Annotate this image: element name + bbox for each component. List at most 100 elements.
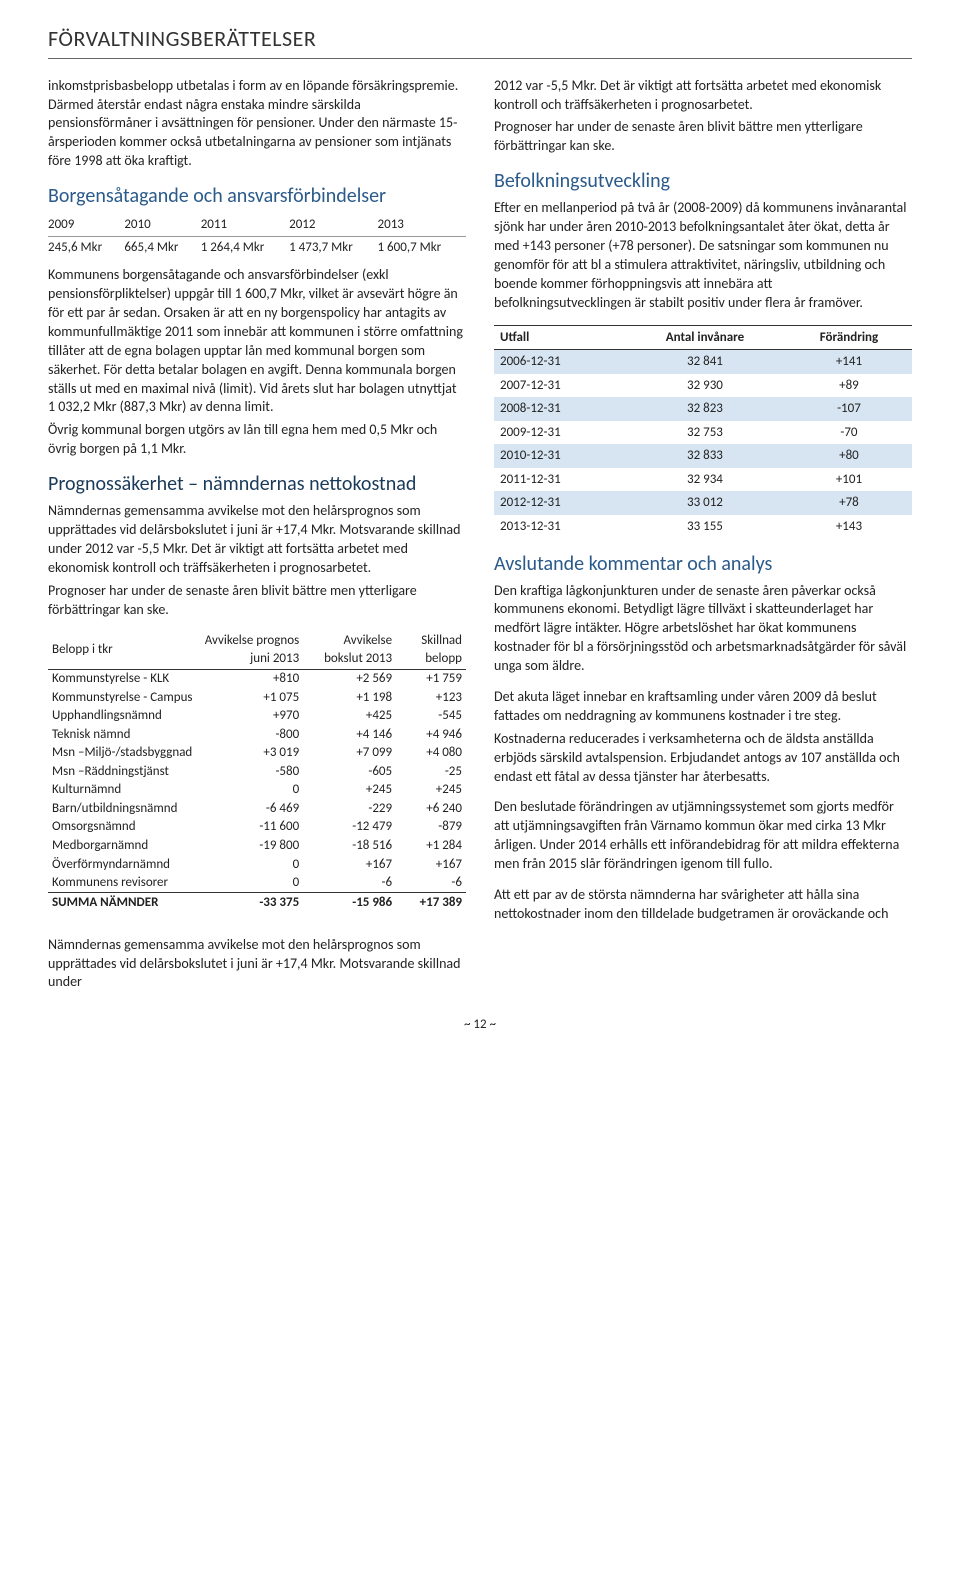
table-row: Kommunstyrelse - KLK+810+2 569+1 759 bbox=[48, 669, 466, 688]
t1-c-3: 1 473,7 Mkr bbox=[289, 236, 377, 258]
t1-c-1: 665,4 Mkr bbox=[124, 236, 200, 258]
table-cell: +141 bbox=[786, 350, 912, 374]
table-cell: 2009-12-31 bbox=[494, 421, 624, 445]
table-cell: +810 bbox=[197, 669, 304, 688]
table-row: Medborgarnämnd-19 800-18 516+1 284 bbox=[48, 837, 466, 856]
table-cell: +143 bbox=[786, 515, 912, 539]
table-cell: 32 833 bbox=[624, 444, 786, 468]
table-cell: +80 bbox=[786, 444, 912, 468]
table-row: Upphandlingsnämnd+970+425-545 bbox=[48, 707, 466, 726]
table-cell: +1 075 bbox=[197, 688, 304, 707]
t1-h-2012: 2012 bbox=[289, 214, 377, 236]
page-header: FÖRVALTNINGSBERÄTTELSER bbox=[48, 24, 912, 59]
t2-h1: Antal invånare bbox=[624, 325, 786, 350]
table-row: 2006-12-3132 841+141 bbox=[494, 350, 912, 374]
table-cell: 32 841 bbox=[624, 350, 786, 374]
table-cell: +245 bbox=[303, 781, 396, 800]
table-cell: Medborgarnämnd bbox=[48, 837, 197, 856]
table-cell: 2013-12-31 bbox=[494, 515, 624, 539]
table-cell: 2008-12-31 bbox=[494, 397, 624, 421]
table-cell: +2 569 bbox=[303, 669, 396, 688]
right-p1: 2012 var -5,5 Mkr. Det är viktigt att fo… bbox=[494, 77, 912, 115]
table-cell: +4 146 bbox=[303, 725, 396, 744]
table-cell: Omsorgsnämnd bbox=[48, 818, 197, 837]
table-cell: 2012-12-31 bbox=[494, 491, 624, 515]
table-cell: 2010-12-31 bbox=[494, 444, 624, 468]
table-cell: Upphandlingsnämnd bbox=[48, 707, 197, 726]
table-row: 2010-12-3132 833+80 bbox=[494, 444, 912, 468]
table-cell: 2006-12-31 bbox=[494, 350, 624, 374]
table-row: 2013-12-3133 155+143 bbox=[494, 515, 912, 539]
left-p2: Kommunens borgensåtagande och ansvarsför… bbox=[48, 266, 466, 417]
table-cell: Kommunstyrelse - KLK bbox=[48, 669, 197, 688]
left-p5: Prognoser har under de senaste åren bliv… bbox=[48, 582, 466, 620]
table-row: Kommunstyrelse - Campus+1 075+1 198+123 bbox=[48, 688, 466, 707]
table-cell: Kommunens revisorer bbox=[48, 874, 197, 893]
t3-h1: Avvikelse prognos juni 2013 bbox=[197, 631, 304, 669]
table-cell: 32 934 bbox=[624, 468, 786, 492]
table-cell: +6 240 bbox=[396, 799, 466, 818]
table-row: 2009-12-3132 753-70 bbox=[494, 421, 912, 445]
table-cell: 0 bbox=[197, 781, 304, 800]
table-cell: -605 bbox=[303, 762, 396, 781]
table-cell: -229 bbox=[303, 799, 396, 818]
table-cell: +970 bbox=[197, 707, 304, 726]
table-row: 2011-12-3132 934+101 bbox=[494, 468, 912, 492]
table-row: Omsorgsnämnd-11 600-12 479-879 bbox=[48, 818, 466, 837]
table-cell: +89 bbox=[786, 374, 912, 398]
table-cell: -19 800 bbox=[197, 837, 304, 856]
table-cell: 32 823 bbox=[624, 397, 786, 421]
table-cell: Kulturnämnd bbox=[48, 781, 197, 800]
table-cell: -70 bbox=[786, 421, 912, 445]
t1-h-2010: 2010 bbox=[124, 214, 200, 236]
table-cell: +1 759 bbox=[396, 669, 466, 688]
t1-c-2: 1 264,4 Mkr bbox=[201, 236, 289, 258]
table-row: Kommunens revisorer0-6-6 bbox=[48, 874, 466, 893]
table-cell: -6 469 bbox=[197, 799, 304, 818]
left-p4: Nämndernas gemensamma avvikelse mot den … bbox=[48, 502, 466, 578]
table-cell: Överförmyndarnämnd bbox=[48, 855, 197, 874]
t2-h2: Förändring bbox=[786, 325, 912, 350]
table-cell: 33 155 bbox=[624, 515, 786, 539]
two-column-layout: inkomstprisbasbelopp utbetalas i form av… bbox=[48, 77, 912, 997]
table-cell: +425 bbox=[303, 707, 396, 726]
table-cell: 33 012 bbox=[624, 491, 786, 515]
table-cell: +167 bbox=[396, 855, 466, 874]
table-cell: -12 479 bbox=[303, 818, 396, 837]
table-row: Kulturnämnd0+245+245 bbox=[48, 781, 466, 800]
table-cell: Msn –Räddningstjänst bbox=[48, 762, 197, 781]
right-column: 2012 var -5,5 Mkr. Det är viktigt att fo… bbox=[494, 77, 912, 997]
heading-prognos: Prognossäkerhet – nämndernas nettokostna… bbox=[48, 471, 466, 498]
table-cell: -800 bbox=[197, 725, 304, 744]
table-cell: -107 bbox=[786, 397, 912, 421]
page-number: ~ 12 ~ bbox=[48, 1016, 912, 1034]
table-cell: Kommunstyrelse - Campus bbox=[48, 688, 197, 707]
table-cell: 0 bbox=[197, 855, 304, 874]
table-cell: 0 bbox=[197, 874, 304, 893]
table-row: Msn –Miljö-/stadsbyggnad+3 019+7 099+4 0… bbox=[48, 744, 466, 763]
table-borgen: 2009 2010 2011 2012 2013 245,6 Mkr 665,4… bbox=[48, 214, 466, 258]
heading-befolkning: Befolkningsutveckling bbox=[494, 168, 912, 195]
right-p8: Att ett par av de största nämnderna har … bbox=[494, 886, 912, 924]
t1-h-2013: 2013 bbox=[378, 214, 466, 236]
table-row: Barn/utbildningsnämnd-6 469-229+6 240 bbox=[48, 799, 466, 818]
table-row: Msn –Räddningstjänst-580-605-25 bbox=[48, 762, 466, 781]
table-row: 2008-12-3132 823-107 bbox=[494, 397, 912, 421]
table-cell: +7 099 bbox=[303, 744, 396, 763]
table-row: Överförmyndarnämnd0+167+167 bbox=[48, 855, 466, 874]
table-cell: +1 198 bbox=[303, 688, 396, 707]
t3-sum-2: -15 986 bbox=[303, 893, 396, 912]
table-cell: -18 516 bbox=[303, 837, 396, 856]
left-p1: inkomstprisbasbelopp utbetalas i form av… bbox=[48, 77, 466, 171]
table-cell: +123 bbox=[396, 688, 466, 707]
table-cell: -545 bbox=[396, 707, 466, 726]
left-column: inkomstprisbasbelopp utbetalas i form av… bbox=[48, 77, 466, 997]
table-befolkning: Utfall Antal invånare Förändring 2006-12… bbox=[494, 325, 912, 539]
table-cell: +4 080 bbox=[396, 744, 466, 763]
table-cell: -25 bbox=[396, 762, 466, 781]
t2-h0: Utfall bbox=[494, 325, 624, 350]
table-cell: +4 946 bbox=[396, 725, 466, 744]
left-p3: Övrig kommunal borgen utgörs av lån till… bbox=[48, 421, 466, 459]
table-row: 2007-12-3132 930+89 bbox=[494, 374, 912, 398]
table-cell: +1 284 bbox=[396, 837, 466, 856]
